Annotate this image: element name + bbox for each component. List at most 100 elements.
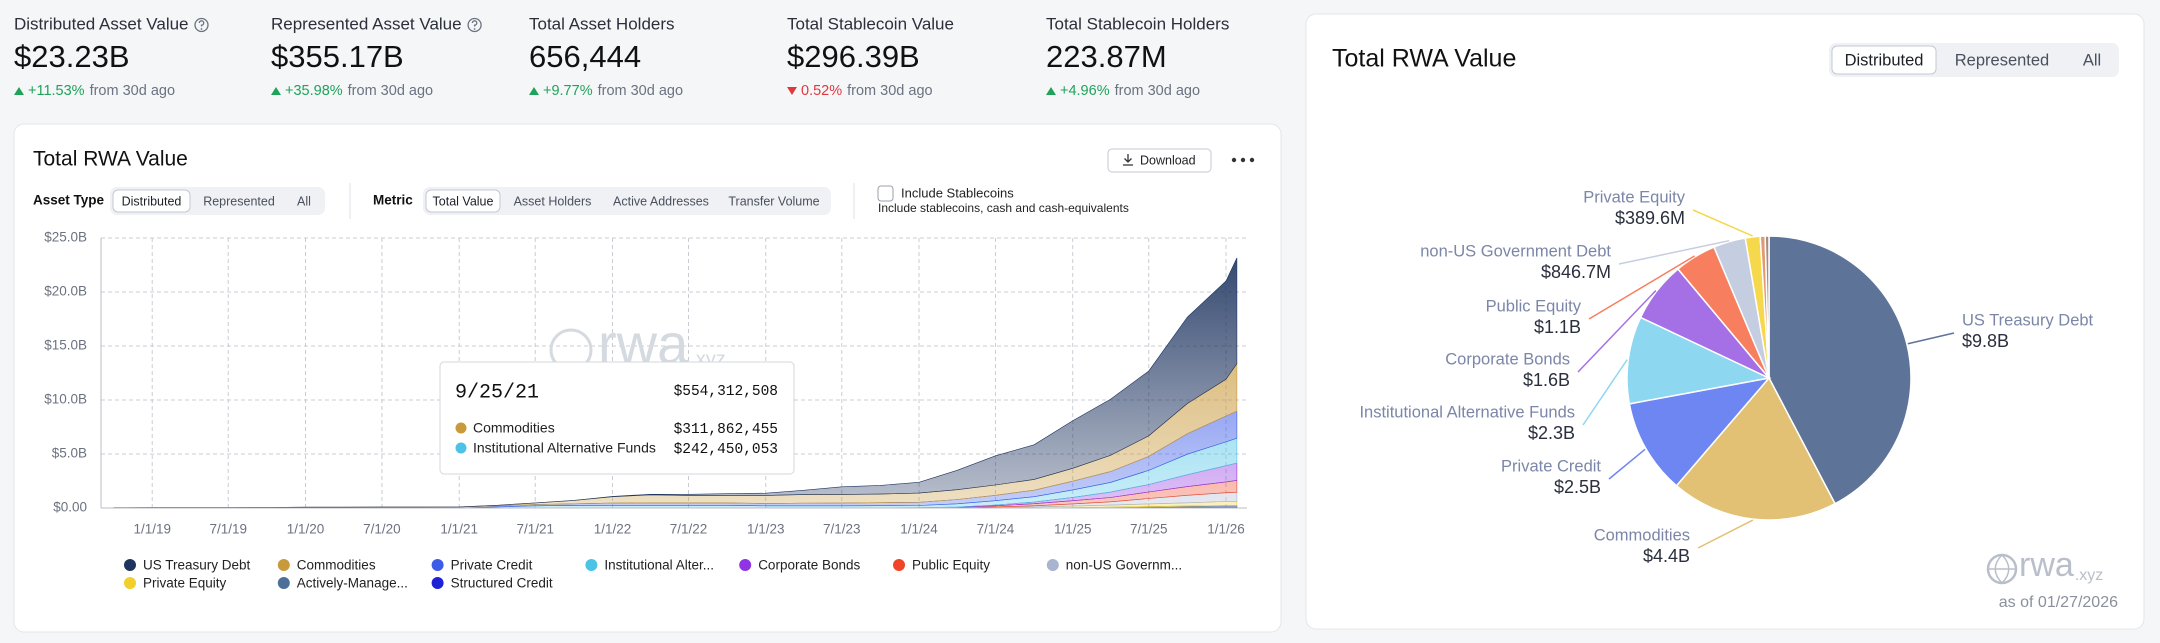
stat-change: 0.52% from 30d ago [801,83,933,99]
checkbox-note: Include stablecoins, cash and cash-equiv… [878,201,1129,215]
legend-marker[interactable] [277,577,290,589]
segment-option[interactable]: All [2083,51,2101,69]
leader-line [1577,290,1657,373]
legend-marker[interactable] [739,559,752,571]
slice-value: $2.3B [1528,423,1575,443]
checkbox[interactable] [877,185,894,202]
legend-label[interactable]: US Treasury Debt [143,558,251,573]
legend-label[interactable]: Commodities [297,558,376,573]
legend-marker[interactable] [1046,559,1059,571]
change-arrow [271,87,281,95]
legend-marker[interactable] [277,559,290,571]
legend-marker[interactable] [585,559,598,571]
segment-option[interactable]: Active Addresses [613,194,709,208]
change-value: 0.52% [801,83,842,99]
download-icon [1123,154,1133,166]
segment-option[interactable]: Represented [203,194,275,208]
legend-label[interactable]: Public Equity [912,558,990,573]
x-tick-label: 1/1/24 [900,522,938,537]
legend-label[interactable]: Private Equity [143,576,227,591]
menu-dot [1240,157,1246,163]
x-tick-label: 7/1/20 [363,522,401,537]
chart-title: Total RWA Value [33,148,188,171]
segment-option[interactable]: Asset Holders [514,194,592,208]
metric-label: Metric [373,193,413,208]
stat-value: $23.23B [14,39,130,74]
legend-label[interactable]: Corporate Bonds [758,558,860,573]
info-circle [194,17,209,33]
segment-option[interactable]: Distributed [122,194,182,208]
x-tick-label: 1/1/19 [133,522,171,537]
x-tick-label: 7/1/19 [209,522,247,537]
legend-label[interactable]: non-US Governm... [1066,558,1182,573]
legend-marker[interactable] [124,577,136,589]
change-period: from 30d ago [90,83,175,99]
x-tick-label: 7/1/24 [977,522,1015,537]
download-label[interactable]: Download [1140,153,1196,167]
legend-marker[interactable] [431,577,444,589]
as-of: as of 01/27/2026 [1999,594,2118,611]
y-tick-label: $25.0B [44,230,87,245]
menu-dot [1249,157,1255,163]
x-tick-label: 7/1/23 [823,522,861,537]
legend-marker[interactable] [893,559,905,571]
asset-type-label: Asset Type [33,193,105,208]
checkbox-label[interactable]: Include Stablecoins [901,185,1014,200]
x-tick-label: 1/1/20 [287,522,325,537]
change-arrow [14,87,24,95]
leader-line [1608,448,1646,480]
tooltip-marker [455,442,467,454]
legend-marker[interactable] [431,559,444,571]
segment-option[interactable]: Total Value [433,194,494,208]
stat-label: Represented Asset Value [271,14,462,33]
legend-label[interactable]: Institutional Alter... [604,558,714,573]
change-period: from 30d ago [847,83,932,99]
pie-slice [1626,316,1772,405]
pie-slice [1768,235,1912,505]
slice-label: Public Equity [1486,297,1582,315]
menu-dot [1231,157,1237,163]
tooltip-date: 9/25/21 [455,381,539,404]
segment-option[interactable]: All [297,194,311,208]
info-mark [198,20,205,27]
segment-active [112,189,191,213]
stat-value: 656,444 [529,39,641,74]
info-dot [200,28,203,30]
legend-marker[interactable] [124,559,136,571]
legend-label[interactable]: Actively-Manage... [297,576,408,591]
change-value: +11.53% [28,83,85,99]
x-tick-label: 1/1/22 [594,522,632,537]
change-arrow [787,87,797,95]
segment-option[interactable]: Distributed [1845,51,1924,69]
info-dot [473,28,476,30]
leader-line [1907,332,1955,345]
change-period: from 30d ago [348,83,433,99]
download-button[interactable] [1107,148,1212,173]
tooltip [439,361,795,475]
y-tick-label: $0.00 [53,500,87,515]
slice-label: US Treasury Debt [1962,311,2094,329]
area [113,257,1238,508]
y-tick-label: $5.0B [52,446,87,461]
legend-label[interactable]: Private Credit [451,558,533,573]
slice-value: $1.1B [1534,317,1581,337]
segment-option[interactable]: Transfer Volume [728,194,819,208]
change-value: +9.77% [543,83,593,99]
segment-option[interactable]: Represented [1955,51,2049,69]
tooltip-name: Institutional Alternative Funds [473,440,656,456]
stat-label: Total Stablecoin Value [787,14,954,33]
slice-label: Commodities [1594,526,1690,544]
slice-label: Corporate Bonds [1445,350,1570,368]
slice-label: Private Equity [1583,188,1686,206]
leader-line [1588,255,1696,320]
legend-label[interactable]: Structured Credit [451,576,553,591]
y-tick-label: $20.0B [44,284,87,299]
tooltip-name: Commodities [473,420,555,436]
x-tick-label: 1/1/23 [747,522,785,537]
tooltip-total: $554,312,508 [674,384,778,400]
stat-value: 223.87M [1046,39,1167,74]
x-tick-label: 7/1/25 [1130,522,1168,537]
stat-label: Distributed Asset Value [14,14,189,33]
